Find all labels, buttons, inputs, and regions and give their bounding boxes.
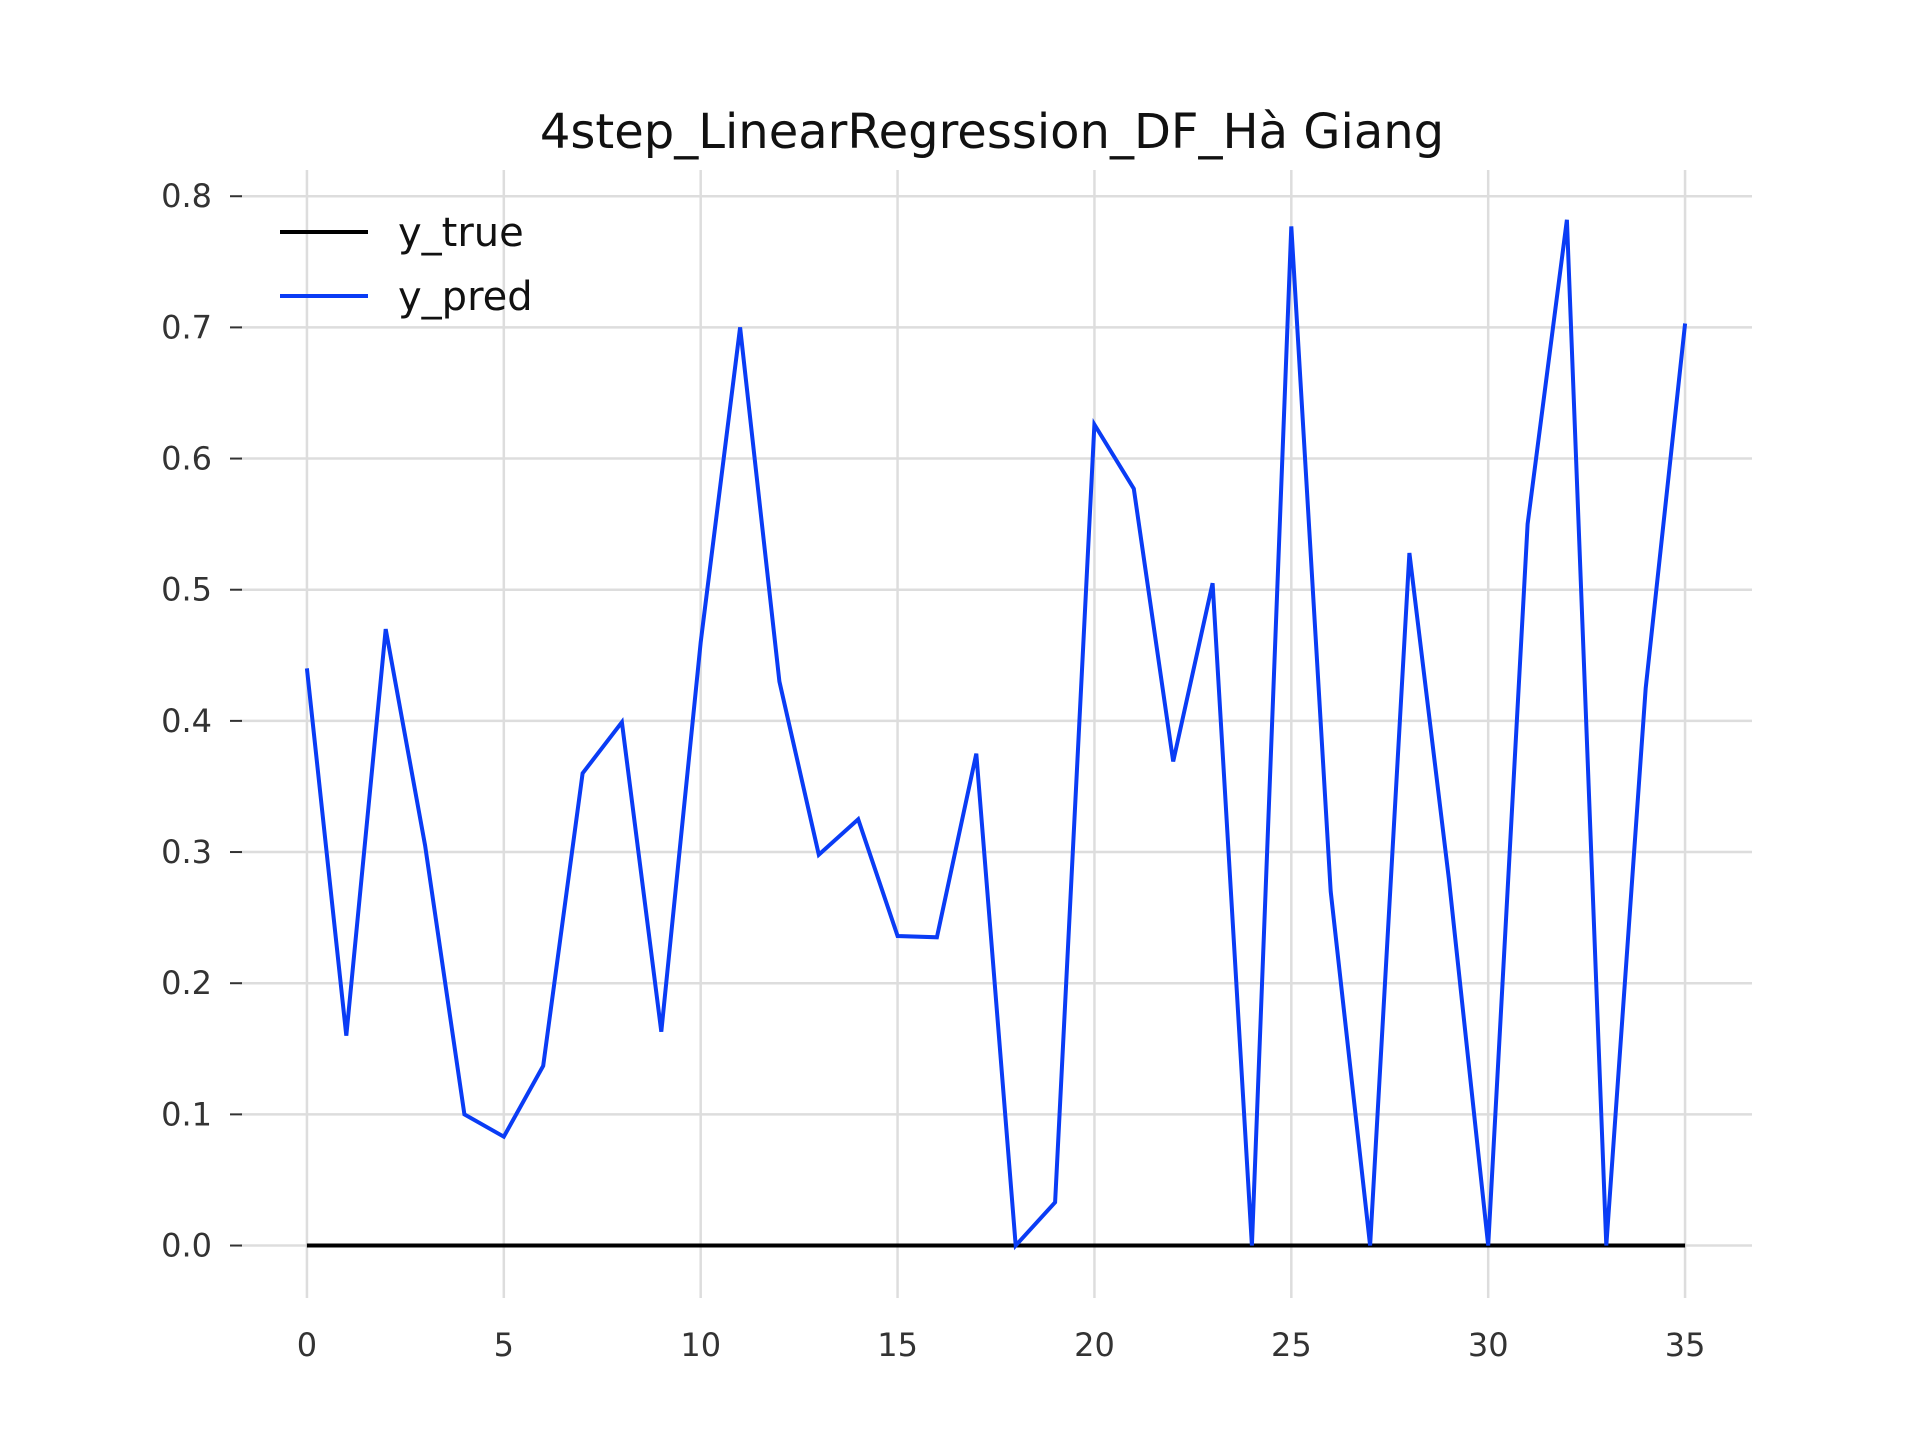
x-tick-label: 35 (1665, 1326, 1706, 1364)
axis-ticks: 0 5 10 15 20 25 30 35 0.0 0.1 0.2 0.3 0.4 0.5 0.6 0.7 0.… (161, 177, 1705, 1364)
legend-label-y-pred: y_pred (398, 274, 533, 320)
y-tick-label: 0.1 (161, 1095, 212, 1133)
series-line-y-pred (304, 219, 1688, 1251)
grid (240, 170, 1752, 1298)
y-tick-label: 0.4 (161, 702, 212, 740)
x-tick-label: 0 (297, 1326, 317, 1364)
y-tick-label: 0.2 (161, 964, 212, 1002)
x-tick-label: 5 (494, 1326, 514, 1364)
series-lines (304, 219, 1688, 1251)
y-tick-label: 0.6 (161, 440, 212, 478)
legend: y_true y_pred (280, 210, 533, 320)
x-tick-label: 10 (680, 1326, 721, 1364)
x-tick-label: 30 (1468, 1326, 1509, 1364)
x-tick-label: 25 (1271, 1326, 1312, 1364)
y-tick-label: 0.5 (161, 571, 212, 609)
x-tick-label: 15 (877, 1326, 918, 1364)
chart-title: 4step_LinearRegression_DF_Hà Giang (540, 104, 1444, 160)
y-tick-label: 0.7 (161, 308, 212, 346)
y-tick-label: 0.3 (161, 833, 212, 871)
legend-label-y-true: y_true (398, 210, 524, 256)
y-tick-label: 0.8 (161, 177, 212, 215)
y-tick-label: 0.0 (161, 1227, 212, 1265)
x-tick-label: 20 (1074, 1326, 1115, 1364)
